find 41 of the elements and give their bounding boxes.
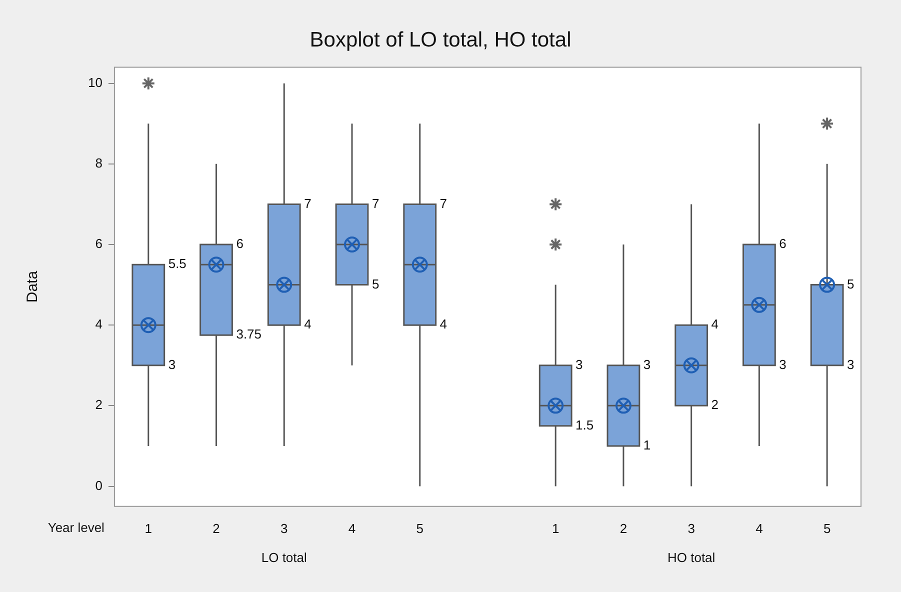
x-axis-title: Year level — [48, 520, 105, 535]
text: 7 — [304, 196, 312, 211]
text: 5 — [847, 276, 854, 292]
text: 3 — [643, 356, 651, 372]
text: 3 — [779, 356, 786, 372]
text: 6 — [236, 236, 244, 252]
x-tick-label: 1 — [552, 520, 560, 536]
y-tick-label: 4 — [95, 316, 102, 332]
text: 4 — [440, 316, 448, 332]
text: HO total — [667, 550, 716, 565]
y-tick-label: 6 — [95, 236, 102, 252]
text: 4 — [711, 316, 719, 332]
text: 1.5 — [576, 417, 594, 432]
text: 5.5 — [168, 256, 186, 272]
y-tick-label: 0 — [95, 478, 102, 493]
x-tick-label: 4 — [348, 520, 356, 536]
x-tick-label: 3 — [280, 520, 288, 536]
y-tick-label: 2 — [95, 397, 102, 412]
chart-title: Boxplot of LO total, HO total — [310, 28, 572, 52]
text: 3.75 — [236, 326, 262, 342]
text: 3 — [576, 356, 583, 372]
text: 7 — [440, 196, 448, 211]
text: 7 — [372, 196, 380, 211]
text: 3 — [847, 356, 854, 372]
x-tick-label: 4 — [756, 520, 763, 536]
text: 5 — [372, 276, 380, 292]
text: 6 — [779, 236, 786, 252]
y-tick-label: 10 — [88, 74, 102, 90]
text: 3 — [168, 356, 176, 372]
text: 2 — [711, 397, 719, 412]
x-tick-label: 2 — [620, 520, 628, 536]
x-tick-label: 5 — [416, 520, 424, 536]
text: 1 — [643, 438, 651, 453]
text: 4 — [304, 316, 312, 332]
x-tick-label: 2 — [212, 520, 220, 536]
x-tick-label: 1 — [144, 520, 152, 536]
text: LO total — [261, 550, 307, 565]
y-axis-title: Data — [24, 270, 42, 303]
y-tick-label: 8 — [95, 155, 102, 170]
x-tick-label: 3 — [688, 520, 695, 536]
x-tick-label: 5 — [823, 520, 831, 536]
